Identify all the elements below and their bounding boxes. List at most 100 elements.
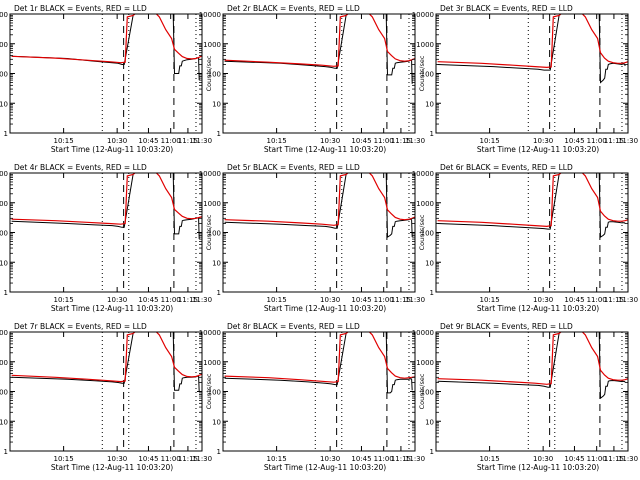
chart-panel-1: 1 10 100 1000 10000 10:15 10:30 10:4511:0011:15…: [0, 4, 212, 154]
y-tick-label: 100: [208, 71, 221, 79]
x-tick-label: 11:30: [618, 455, 638, 463]
x-tick-label: 11:30: [618, 137, 638, 145]
y-tick-label: 1000: [416, 200, 434, 208]
panel-title: Det 2r BLACK = Events, RED = LLD: [227, 4, 360, 13]
y-axis-label: Counts/sec: [205, 55, 213, 91]
y-tick-label: 100: [0, 230, 8, 238]
x-tick-label: 10:15: [267, 455, 287, 463]
x-tick-label: 11:15: [178, 296, 198, 304]
panel-title: Det 6r BLACK = Events, RED = LLD: [440, 163, 573, 172]
x-tick-label: 11:15: [604, 455, 624, 463]
y-tick-label: 1: [430, 130, 434, 138]
y-tick-label: 10: [212, 259, 221, 267]
x-tick-label: 10:45: [564, 296, 584, 304]
x-axis-label: Start Time (12-Aug-11 10:03:20): [51, 463, 173, 472]
y-tick-label: 10000: [0, 170, 8, 178]
chart-panel-7: 1 10 100 1000 10000 10:15 10:30 10:4511:0011:15…: [0, 322, 212, 472]
x-tick-label: 10:15: [267, 296, 287, 304]
x-tick-label: 10:45: [138, 296, 158, 304]
y-tick-label: 1: [4, 289, 8, 297]
y-tick-label: 1000: [416, 359, 434, 367]
y-tick-label: 10: [212, 100, 221, 108]
x-tick-label: 10:15: [480, 455, 500, 463]
x-tick-label: 11:30: [405, 137, 425, 145]
x-tick-label: 10:15: [267, 137, 287, 145]
y-tick-label: 1: [217, 448, 221, 456]
x-tick-label: 10:45: [564, 455, 584, 463]
x-tick-label: 10:15: [480, 296, 500, 304]
y-tick-label: 1: [430, 289, 434, 297]
chart-panel-6: 1 10 100 1000 10000 10:15 10:30 10:45 11:0011:15…: [412, 163, 638, 313]
y-tick-label: 10: [0, 259, 8, 267]
x-tick-label: 10:45: [351, 455, 371, 463]
panel-title: Det 3r BLACK = Events, RED = LLD: [440, 4, 573, 13]
x-tick-label: 11:00: [587, 137, 607, 145]
x-axis-label: Start Time (12-Aug-11 10:03:20): [477, 304, 599, 313]
x-tick-label: 10:30: [320, 296, 340, 304]
x-tick-label: 10:30: [533, 455, 553, 463]
y-tick-label: 10: [425, 259, 434, 267]
x-tick-label: 11:00: [587, 296, 607, 304]
y-tick-label: 100: [0, 389, 8, 397]
x-tick-label: 11:30: [405, 455, 425, 463]
x-tick-label: 10:30: [107, 296, 127, 304]
chart-panel-2: 1 10 100 1000 10000 10:15 10:30 10:45 11:0011:15…: [199, 4, 425, 154]
series-lld-line: [437, 332, 628, 385]
x-tick-label: 11:00: [161, 296, 181, 304]
chart-panel-8: 1 10 100 1000 10000 10:15 10:30 10:45 11:0011:15…: [199, 322, 425, 472]
y-tick-label: 1: [4, 130, 8, 138]
x-tick-label: 11:15: [604, 296, 624, 304]
y-tick-label: 10: [0, 418, 8, 426]
y-tick-label: 100: [421, 389, 434, 397]
y-axis-label: Counts/sec: [205, 214, 213, 250]
x-tick-label: 10:45: [564, 137, 584, 145]
y-tick-label: 1000: [203, 200, 221, 208]
x-tick-label: 11:30: [192, 296, 212, 304]
y-tick-label: 10000: [412, 11, 434, 19]
chart-panel-3: 1 10 100 1000 10000 10:15 10:30 10:45 11:0011:15…: [412, 4, 638, 154]
x-tick-label: 10:15: [54, 137, 74, 145]
y-tick-label: 1: [217, 289, 221, 297]
x-tick-label: 10:30: [320, 455, 340, 463]
y-tick-label: 10000: [199, 170, 221, 178]
y-tick-label: 1: [430, 448, 434, 456]
panel-title: Det 1r BLACK = Events, RED = LLD: [14, 4, 147, 13]
y-axis-label: Counts/sec: [205, 373, 213, 409]
x-axis-label: Start Time (12-Aug-11 10:03:20): [264, 145, 386, 154]
x-tick-label: 10:15: [480, 137, 500, 145]
x-tick-label: 10:45: [351, 296, 371, 304]
x-axis-label: Start Time (12-Aug-11 10:03:20): [264, 463, 386, 472]
x-tick-label: 11:15: [178, 455, 198, 463]
x-axis-label: Start Time (12-Aug-11 10:03:20): [51, 304, 173, 313]
chart-panel-9: 1 10 100 1000 10000 10:15 10:30 10:45 11:0011:15…: [412, 322, 638, 472]
y-tick-label: 1000: [0, 41, 8, 49]
y-tick-label: 1000: [0, 359, 8, 367]
y-tick-label: 100: [421, 230, 434, 238]
series-lld-line: [224, 173, 415, 226]
panel-title: Det 5r BLACK = Events, RED = LLD: [227, 163, 360, 172]
x-tick-label: 10:30: [533, 296, 553, 304]
chart-panel-4: 1 10 100 1000 10000 10:15 10:30 10:4511:0011:15…: [0, 163, 212, 313]
series-lld-line: [437, 14, 628, 69]
y-tick-label: 10000: [199, 11, 221, 19]
y-tick-label: 10: [425, 100, 434, 108]
y-tick-label: 10: [425, 418, 434, 426]
y-tick-label: 1000: [203, 359, 221, 367]
x-axis-label: Start Time (12-Aug-11 10:03:20): [51, 145, 173, 154]
y-tick-label: 1000: [203, 41, 221, 49]
x-tick-label: 10:45: [138, 137, 158, 145]
x-tick-label: 11:30: [192, 455, 212, 463]
x-tick-label: 10:15: [54, 296, 74, 304]
x-tick-label: 10:30: [533, 137, 553, 145]
x-axis-label: Start Time (12-Aug-11 10:03:20): [477, 145, 599, 154]
x-tick-label: 11:00: [587, 455, 607, 463]
y-axis-label: Counts/sec: [418, 214, 426, 250]
series-events-line: [437, 332, 626, 400]
y-tick-label: 100: [0, 71, 8, 79]
series-events-line: [224, 173, 413, 238]
x-tick-label: 11:30: [192, 137, 212, 145]
y-tick-label: 100: [421, 71, 434, 79]
y-tick-label: 10: [0, 100, 8, 108]
x-tick-label: 11:00: [161, 455, 181, 463]
